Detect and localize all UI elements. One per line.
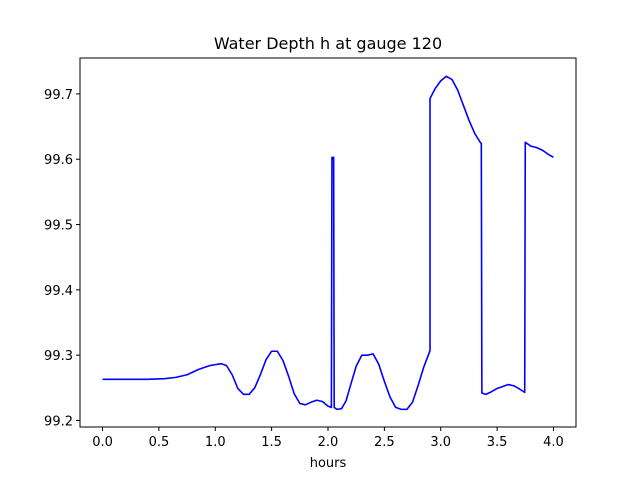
y-tick-label: 99.7 [44,88,73,103]
x-tick-label: 2.5 [374,435,395,450]
x-tick-label: 3.0 [430,435,451,450]
x-tick-label: 0.0 [92,435,113,450]
series-line-0 [102,75,554,411]
x-tick-label: 1.5 [261,435,282,450]
y-tick-label: 99.5 [44,219,73,234]
y-tick-label: 99.6 [44,153,73,168]
x-tick-label: 1.0 [205,435,226,450]
x-tick-label: 0.5 [149,435,170,450]
x-tick-label: 2.0 [318,435,339,450]
y-tick-label: 99.4 [44,284,73,299]
y-axis: 99.2 99.3 99.4 99.5 99.6 99.7 [44,88,80,429]
y-tick-label: 99.3 [44,349,73,364]
chart-title: Water Depth h at gauge 120 [214,34,442,53]
x-axis-label: hours [310,456,347,471]
x-tick-label: 3.5 [487,435,508,450]
y-tick-label: 99.2 [44,414,73,429]
x-tick-label: 4.0 [543,435,564,450]
plot-area [102,75,554,411]
x-axis: 0.0 0.5 1.0 1.5 2.0 2.5 3.0 3.5 4.0 [92,427,564,450]
